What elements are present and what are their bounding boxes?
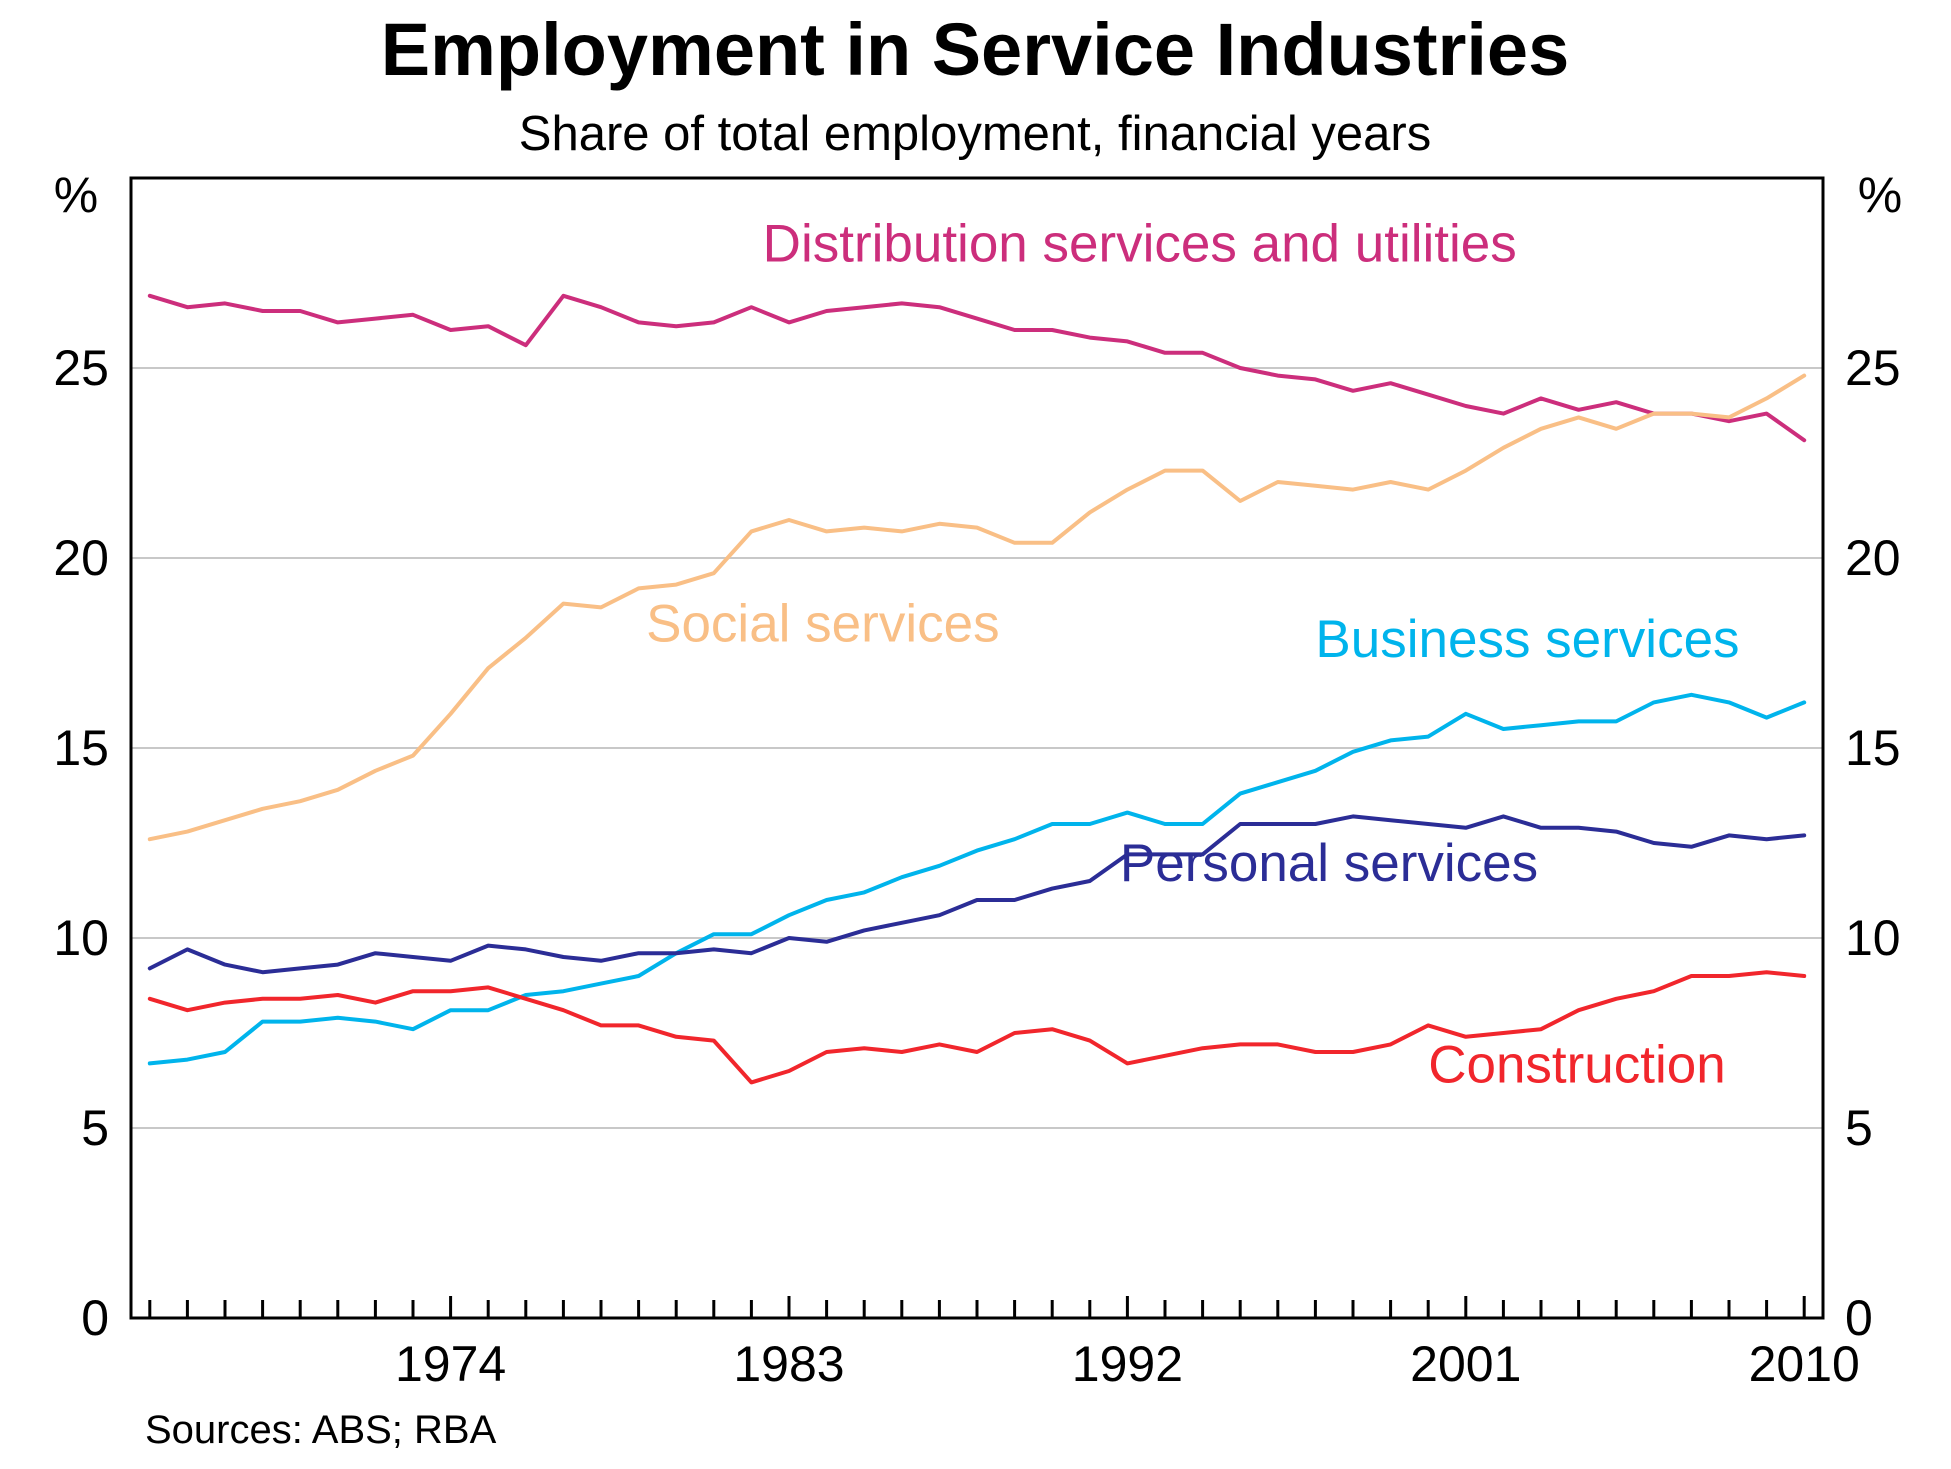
- gridlines: [131, 367, 1823, 1129]
- y-axis-left-unit: %: [54, 167, 98, 223]
- series-line-social-services: [147, 373, 1807, 842]
- series-label-business-services: Business services: [1315, 610, 1739, 669]
- x-tick-label-1974: 1974: [395, 1336, 506, 1392]
- x-tick-label-1992: 1992: [1072, 1336, 1183, 1392]
- y-tick-right-20: 20: [1845, 530, 1901, 586]
- series-line-distribution-services-and-utilities: [147, 293, 1807, 443]
- series-label-construction: Construction: [1428, 1035, 1726, 1094]
- y-tick-right-10: 10: [1845, 910, 1901, 966]
- y-tick-left-0: 0: [81, 1290, 109, 1346]
- x-tick-label-2010: 2010: [1749, 1336, 1860, 1392]
- y-tick-left-20: 20: [53, 530, 109, 586]
- y-tick-right-0: 0: [1845, 1290, 1873, 1346]
- y-tick-left-10: 10: [53, 910, 109, 966]
- series-label-social-services: Social services: [646, 595, 999, 654]
- y-tick-left-15: 15: [53, 720, 109, 776]
- series-lines: [147, 293, 1807, 1085]
- y-axis-right-labels: 0 5 10 15 20 25: [1845, 340, 1901, 1346]
- series-line-personal-services: [147, 814, 1807, 975]
- series-label-distribution-services-and-utilities: Distribution services and utilities: [763, 215, 1517, 274]
- y-axis-right-unit: %: [1858, 167, 1902, 223]
- y-tick-right-15: 15: [1845, 720, 1901, 776]
- y-tick-left-5: 5: [81, 1100, 109, 1156]
- chart-source: Sources: ABS; RBA: [145, 1408, 497, 1452]
- series-labels: Distribution services and utilities Socia…: [646, 215, 1739, 1095]
- series-label-personal-services: Personal services: [1120, 834, 1538, 893]
- series-line-business-services: [147, 692, 1807, 1066]
- y-axis-left-labels: 0 5 10 15 20 25: [53, 340, 109, 1346]
- chart-title: Employment in Service Industries: [381, 8, 1569, 91]
- y-tick-right-5: 5: [1845, 1100, 1873, 1156]
- chart-subtitle: Share of total employment, financial yea…: [519, 107, 1431, 161]
- x-tick-label-1983: 1983: [733, 1336, 844, 1392]
- x-axis-labels: 1974 1983 1992 2001 2010: [395, 1336, 1860, 1392]
- x-axis-ticks: [148, 1296, 1806, 1318]
- x-tick-label-2001: 2001: [1410, 1336, 1521, 1392]
- y-tick-left-25: 25: [53, 340, 109, 396]
- series-line-construction: [147, 970, 1807, 1085]
- y-tick-right-25: 25: [1845, 340, 1901, 396]
